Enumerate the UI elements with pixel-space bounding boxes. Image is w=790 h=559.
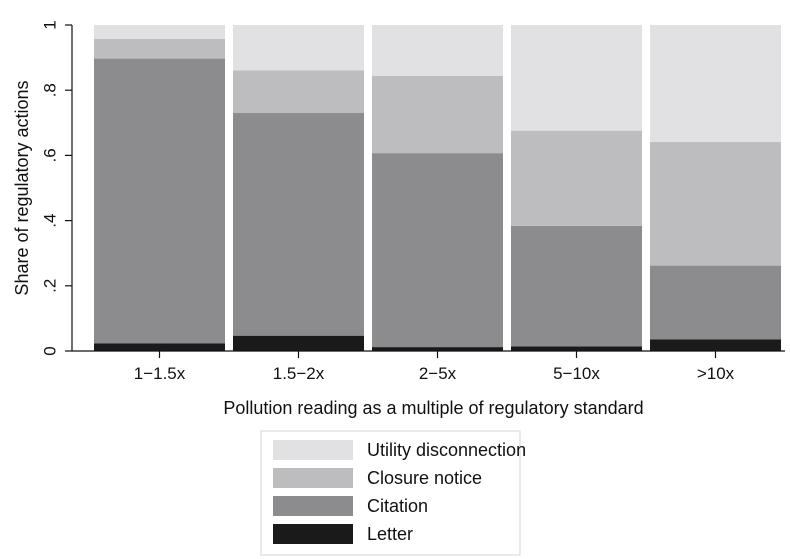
bar-closure-notice-2 <box>233 70 364 114</box>
bar-citation-5 <box>650 265 781 340</box>
y-tick-label: .2 <box>41 279 60 293</box>
x-tick-label: >10x <box>697 364 735 383</box>
x-tick-label: 5−10x <box>553 364 600 383</box>
bar-letter-3 <box>372 347 503 351</box>
legend-label-letter: Letter <box>367 524 413 544</box>
x-axis-title: Pollution reading as a multiple of regul… <box>223 398 643 418</box>
bars-group <box>94 25 781 351</box>
bar-citation-4 <box>511 225 642 347</box>
legend-swatch-letter <box>273 524 353 544</box>
bar-closure-notice-1 <box>94 39 225 59</box>
bar-utility-disconnection-4 <box>511 25 642 131</box>
bar-closure-notice-5 <box>650 142 781 266</box>
y-axis: 0 .2 .4 .6 .8 1 <box>41 20 73 356</box>
x-axis: 1−1.5x 1.5−2x 2−5x 5−10x >10x <box>72 350 785 383</box>
legend-label-utility-disconnection: Utility disconnection <box>367 440 526 460</box>
y-tick-label: .6 <box>41 148 60 162</box>
bar-letter-2 <box>233 335 364 351</box>
bar-utility-disconnection-2 <box>233 25 364 71</box>
y-tick-label: 0 <box>41 346 60 355</box>
bar-citation-2 <box>233 113 364 336</box>
bar-letter-4 <box>511 346 642 351</box>
legend-label-closure-notice: Closure notice <box>367 468 482 488</box>
bar-utility-disconnection-5 <box>650 25 781 143</box>
y-axis-title: Share of regulatory actions <box>12 80 32 295</box>
bar-letter-5 <box>650 339 781 351</box>
legend-swatch-citation <box>273 496 353 516</box>
y-tick-label: 1 <box>41 20 60 29</box>
bar-closure-notice-4 <box>511 130 642 226</box>
bar-utility-disconnection-1 <box>94 25 225 40</box>
y-tick-label: .4 <box>41 214 60 228</box>
bar-citation-1 <box>94 58 225 344</box>
legend: Utility disconnection Closure notice Citat… <box>260 430 526 556</box>
legend-swatch-utility-disconnection <box>273 440 353 460</box>
y-tick-label: .8 <box>41 83 60 97</box>
x-tick-label: 1.5−2x <box>273 364 325 383</box>
x-tick-label: 1−1.5x <box>134 364 186 383</box>
legend-swatch-closure-notice <box>273 468 353 488</box>
bar-citation-3 <box>372 153 503 348</box>
x-tick-label: 2−5x <box>419 364 457 383</box>
legend-label-citation: Citation <box>367 496 428 516</box>
bar-letter-1 <box>94 343 225 351</box>
bar-closure-notice-3 <box>372 75 503 154</box>
bar-utility-disconnection-3 <box>372 25 503 76</box>
